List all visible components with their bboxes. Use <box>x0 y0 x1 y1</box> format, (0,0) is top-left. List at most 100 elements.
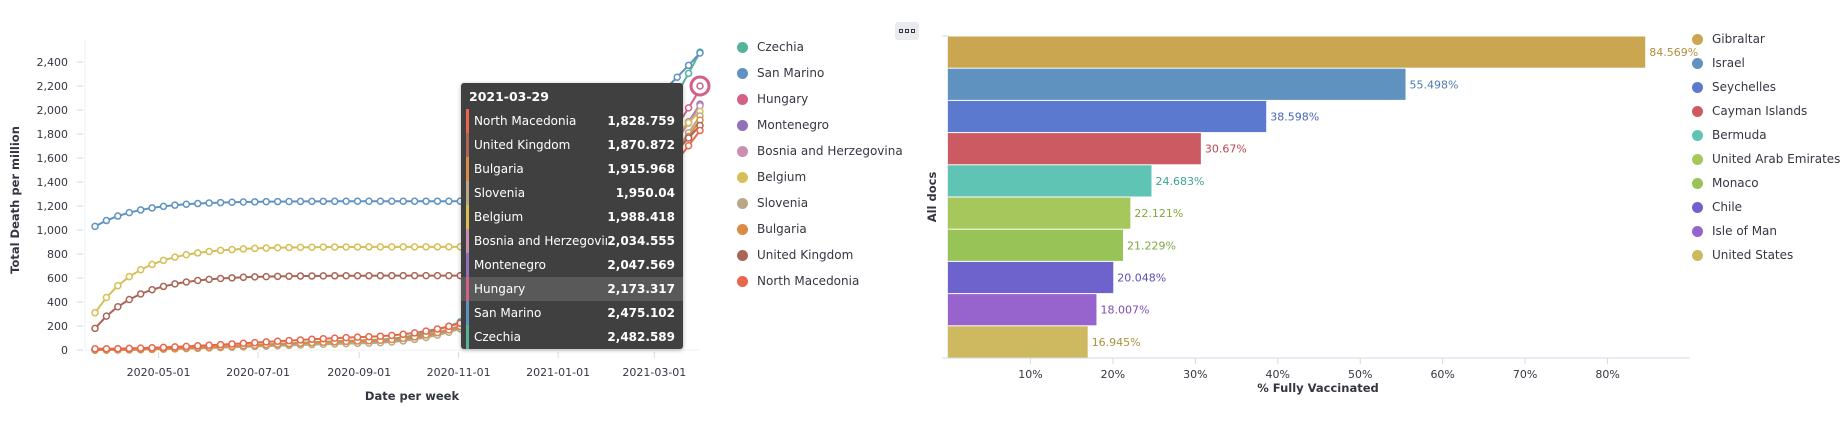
bar-chile[interactable] <box>948 261 1114 294</box>
series-point[interactable] <box>125 295 133 304</box>
series-point[interactable] <box>239 339 248 348</box>
series-point[interactable] <box>433 325 442 333</box>
series-point[interactable] <box>684 69 693 78</box>
legend-item[interactable]: Cayman Islands <box>1692 99 1840 123</box>
series-point[interactable] <box>171 201 179 209</box>
legend-item[interactable]: Chile <box>1692 195 1840 219</box>
series-point[interactable] <box>239 273 248 282</box>
series-point[interactable] <box>296 336 305 344</box>
panel-options-button[interactable] <box>895 22 919 40</box>
series-point[interactable] <box>365 271 373 280</box>
series-point[interactable] <box>205 247 213 256</box>
series-point[interactable] <box>159 256 168 265</box>
series-point[interactable] <box>399 197 407 205</box>
series-point[interactable] <box>330 243 339 251</box>
series-point[interactable] <box>330 272 339 280</box>
series-point[interactable] <box>159 202 168 211</box>
series-point[interactable] <box>388 271 396 280</box>
series-point[interactable] <box>376 197 385 205</box>
series-point[interactable] <box>433 243 442 251</box>
legend-item[interactable]: Bermuda <box>1692 123 1840 147</box>
series-point[interactable] <box>216 274 225 283</box>
series-point[interactable] <box>376 271 385 280</box>
series-point[interactable] <box>422 327 430 335</box>
series-point[interactable] <box>696 49 704 57</box>
series-point[interactable] <box>239 245 248 253</box>
series-point[interactable] <box>239 198 248 206</box>
series-point[interactable] <box>136 206 145 214</box>
series-point[interactable] <box>91 324 99 333</box>
series-point[interactable] <box>308 197 316 206</box>
series-point[interactable] <box>228 274 236 282</box>
series-point[interactable] <box>445 197 453 205</box>
series-point[interactable] <box>388 331 396 340</box>
series-point[interactable] <box>148 260 156 269</box>
legend-item[interactable]: Czechia <box>737 34 903 60</box>
series-point[interactable] <box>319 334 328 343</box>
legend-item[interactable]: Seychelles <box>1692 75 1840 99</box>
legend-item[interactable]: Monaco <box>1692 171 1840 195</box>
series-point[interactable] <box>365 332 373 341</box>
series-point[interactable] <box>148 344 156 352</box>
series-point[interactable] <box>353 333 362 341</box>
series-point[interactable] <box>308 335 316 344</box>
series-point[interactable] <box>388 197 396 205</box>
bar-cayman-islands[interactable] <box>948 133 1201 165</box>
series-point[interactable] <box>182 200 191 208</box>
series-point[interactable] <box>388 243 396 251</box>
series-point[interactable] <box>102 312 111 320</box>
series-point[interactable] <box>296 197 305 206</box>
bar-israel[interactable] <box>948 68 1406 100</box>
series-point[interactable] <box>433 197 442 205</box>
series-point[interactable] <box>330 334 339 342</box>
series-point[interactable] <box>251 338 259 347</box>
legend-item[interactable]: United States <box>1692 243 1840 267</box>
series-point[interactable] <box>91 345 99 353</box>
series-point[interactable] <box>216 340 225 349</box>
series-point[interactable] <box>330 197 339 206</box>
series-point[interactable] <box>216 246 225 255</box>
series-point[interactable] <box>684 61 693 70</box>
series-point[interactable] <box>102 345 111 353</box>
series-point[interactable] <box>251 244 259 253</box>
series-point[interactable] <box>319 272 328 280</box>
series-point[interactable] <box>262 197 270 206</box>
series-point[interactable] <box>114 281 122 290</box>
series-point[interactable] <box>114 302 122 311</box>
legend-item[interactable]: Slovenia <box>737 190 903 216</box>
series-point[interactable] <box>182 342 191 351</box>
legend-item[interactable]: Israel <box>1692 51 1840 75</box>
series-point[interactable] <box>684 118 693 127</box>
series-point[interactable] <box>193 199 202 208</box>
series-point[interactable] <box>251 273 259 281</box>
series-point[interactable] <box>205 341 213 349</box>
series-point[interactable] <box>342 272 350 280</box>
series-point[interactable] <box>193 276 202 285</box>
series-point[interactable] <box>365 197 373 205</box>
series-point[interactable] <box>353 197 362 206</box>
series-point[interactable] <box>365 243 373 251</box>
series-point[interactable] <box>114 212 122 220</box>
series-point[interactable] <box>308 272 316 280</box>
series-point[interactable] <box>125 272 133 281</box>
series-point[interactable] <box>216 198 225 207</box>
series-point[interactable] <box>319 243 328 251</box>
series-point[interactable] <box>148 204 156 212</box>
series-point[interactable] <box>273 244 282 252</box>
legend-item[interactable]: Bulgaria <box>737 216 903 242</box>
bar-bermuda[interactable] <box>948 165 1152 197</box>
legend-item[interactable]: United Arab Emirates <box>1692 147 1840 171</box>
series-point[interactable] <box>262 244 270 252</box>
legend-item[interactable]: Belgium <box>737 164 903 190</box>
series-point[interactable] <box>193 342 202 350</box>
series-point[interactable] <box>285 243 293 252</box>
series-point[interactable] <box>102 216 111 225</box>
series-point[interactable] <box>136 290 145 298</box>
series-point[interactable] <box>410 271 419 280</box>
series-point[interactable] <box>136 344 145 352</box>
series-point[interactable] <box>91 309 99 317</box>
bar-monaco[interactable] <box>948 229 1124 261</box>
series-point[interactable] <box>353 243 362 251</box>
series-point[interactable] <box>399 330 407 339</box>
series-point[interactable] <box>342 333 350 342</box>
